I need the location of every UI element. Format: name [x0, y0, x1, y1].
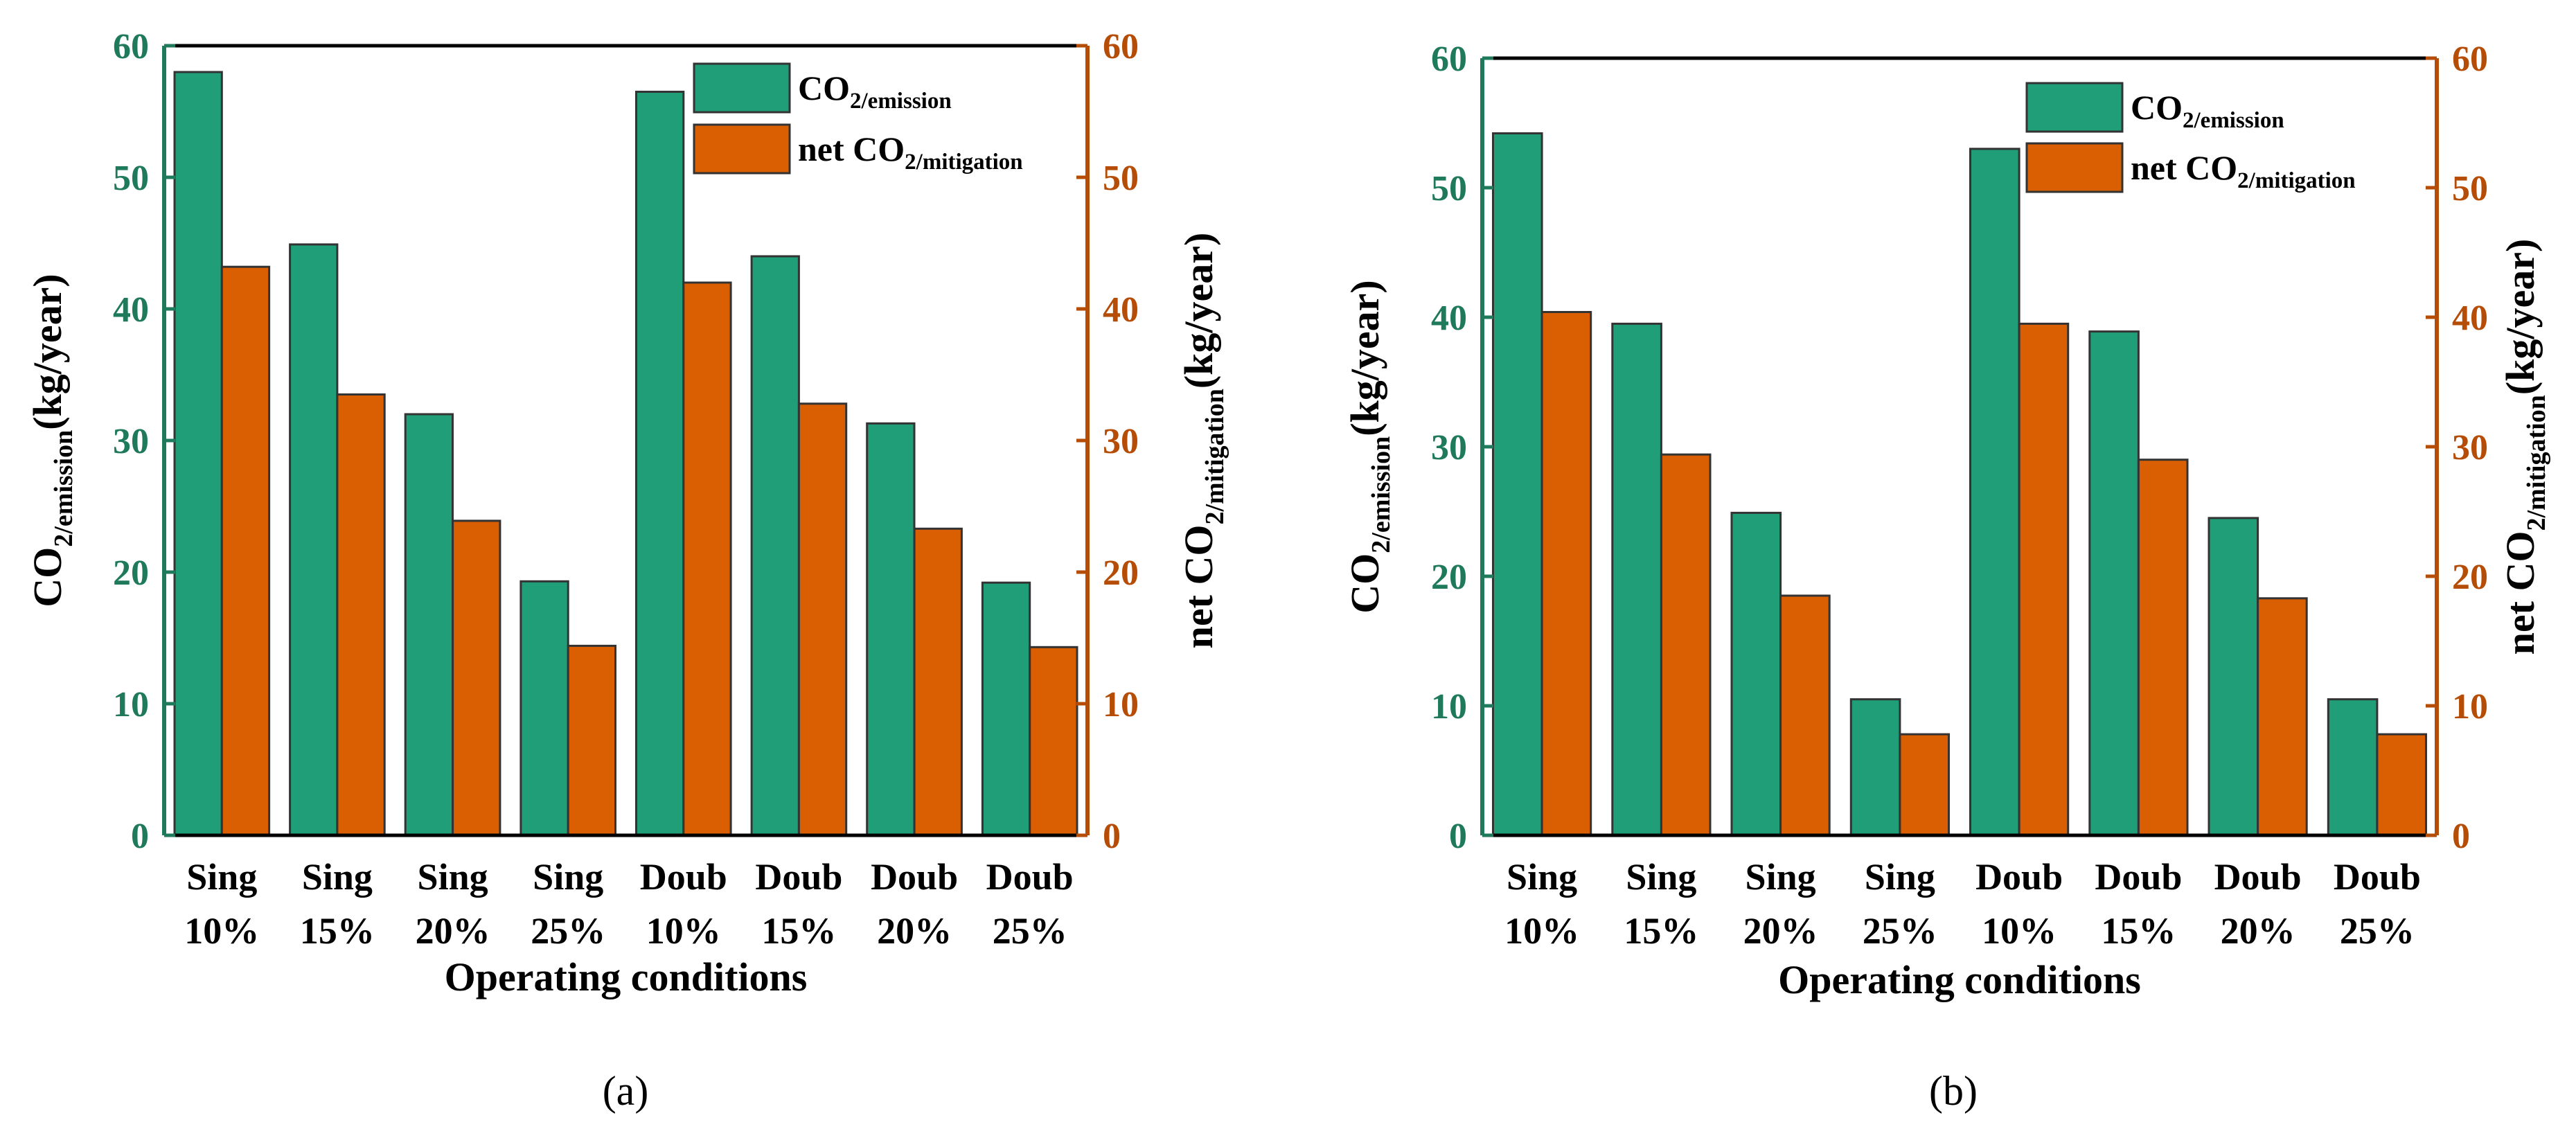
bar-mitigation-6	[797, 402, 848, 837]
bar-mitigation-1	[220, 265, 271, 837]
legend-label-emission: CO2/emission	[798, 69, 952, 114]
right-tick-label: 20	[1103, 553, 1139, 593]
bar-emission-7	[866, 422, 916, 837]
right-tick-label: 60	[2452, 39, 2488, 79]
left-axis-label: CO2/emission(kg/year)	[25, 274, 78, 607]
x-tick-label: Sing 25%	[1863, 856, 1937, 952]
bar-emission-8	[2327, 698, 2379, 837]
chart-panel-a: Sing 10% Sing 15% Sing 20% Sing 25% Doub 10% Doub 1…	[25, 27, 1229, 1114]
legend-swatch-emission	[2025, 82, 2124, 133]
x-tick-label: Sing 20%	[1743, 856, 1818, 952]
x-tick-label: Doub 15%	[2095, 856, 2182, 952]
bar-mitigation-2	[1660, 453, 1712, 837]
x-tick-label: Doub 15%	[755, 856, 842, 952]
bar-mitigation-4	[567, 644, 617, 837]
right-tick-label: 0	[2452, 817, 2470, 856]
bar-mitigation-8	[1029, 646, 1078, 837]
bar-mitigation-5	[2018, 322, 2070, 837]
bar-mitigation-3	[452, 519, 501, 837]
bar-mitigation-6	[2137, 459, 2189, 837]
right-axis-label: net CO2/mitigation(kg/year)	[1176, 233, 1229, 649]
bar-mitigation-1	[1540, 311, 1592, 837]
left-tick-label: 30	[113, 422, 149, 461]
x-tick-label: Doub 25%	[2334, 856, 2421, 952]
bar-emission-4	[1849, 698, 1901, 837]
x-tick-label: Doub 25%	[986, 856, 1074, 952]
bar-mitigation-7	[913, 527, 963, 837]
bar-mitigation-4	[1899, 733, 1950, 837]
bar-emission-2	[289, 243, 339, 837]
right-tick-label: 50	[1103, 159, 1139, 198]
x-tick-label: Sing 25%	[531, 856, 605, 952]
legend: CO2/emission net CO2/mitigation	[2025, 82, 2356, 193]
bar-mitigation-5	[682, 281, 732, 837]
right-tick-label: 30	[1103, 422, 1139, 461]
bar-emission-5	[1969, 148, 2020, 837]
x-tick-label: Doub 10%	[1975, 856, 2063, 952]
right-tick-label: 50	[2452, 169, 2488, 208]
legend-label-mitigation: net CO2/mitigation	[798, 130, 1023, 175]
bar-mitigation-2	[336, 393, 386, 837]
bar-emission-6	[2088, 330, 2140, 837]
chart-panel-b: Sing 10% Sing 15% Sing 20% Sing 25% Doub 10% Doub 1…	[1342, 39, 2551, 1114]
x-tick-label: Sing 20%	[416, 856, 490, 952]
bar-emission-2	[1611, 322, 1662, 837]
left-tick-label: 30	[1431, 428, 1467, 468]
right-tick-label: 20	[2452, 558, 2488, 597]
bar-mitigation-3	[1779, 594, 1831, 837]
panel-label: (a)	[603, 1068, 649, 1114]
legend: CO2/emission net CO2/mitigation	[693, 62, 1023, 175]
legend-label-emission: CO2/emission	[2131, 88, 2284, 133]
bar-emission-4	[519, 580, 569, 837]
left-tick-label: 50	[113, 159, 149, 198]
x-axis-label: Operating conditions	[445, 954, 808, 999]
x-tick-label: Sing 10%	[1504, 856, 1579, 952]
x-tick-label: Doub 10%	[640, 856, 727, 952]
bar-emission-5	[635, 91, 685, 837]
left-tick-label: 20	[1431, 558, 1467, 597]
right-tick-label: 0	[1103, 817, 1121, 856]
bar-emission-8	[981, 581, 1031, 837]
legend-label-mitigation: net CO2/mitigation	[2131, 148, 2356, 193]
left-tick-label: 0	[131, 817, 149, 856]
x-tick-label: Doub 20%	[871, 856, 958, 952]
x-axis-label: Operating conditions	[1778, 957, 2141, 1002]
bar-emission-7	[2208, 517, 2259, 837]
left-tick-label: 40	[113, 290, 149, 330]
legend-swatch-mitigation	[2025, 142, 2124, 193]
right-tick-label: 60	[1103, 27, 1139, 66]
bar-emission-1	[1492, 132, 1543, 837]
bar-emission-3	[404, 413, 454, 837]
x-tick-label: Sing 10%	[184, 856, 259, 952]
left-tick-label: 20	[113, 553, 149, 593]
bar-emission-1	[173, 71, 223, 837]
bar-emission-3	[1730, 511, 1782, 837]
legend-swatch-mitigation	[693, 123, 791, 175]
left-tick-label: 40	[1431, 299, 1467, 338]
left-tick-label: 10	[113, 685, 149, 724]
right-tick-label: 40	[2452, 299, 2488, 338]
x-tick-label: Sing 15%	[300, 856, 375, 952]
legend-swatch-emission	[693, 62, 791, 114]
panel-label: (b)	[1929, 1068, 1978, 1114]
right-tick-label: 30	[2452, 428, 2488, 468]
left-axis-label: CO2/emission(kg/year)	[1342, 280, 1396, 613]
bar-emission-6	[750, 255, 800, 837]
bar-mitigation-7	[2257, 597, 2308, 837]
left-tick-label: 60	[113, 27, 149, 66]
right-axis-label: net CO2/mitigation(kg/year)	[2498, 239, 2551, 655]
left-tick-label: 50	[1431, 169, 1467, 208]
left-tick-label: 10	[1431, 687, 1467, 727]
left-tick-label: 0	[1449, 817, 1467, 856]
x-tick-label: Doub 20%	[2214, 856, 2302, 952]
left-tick-label: 60	[1431, 39, 1467, 79]
right-tick-label: 40	[1103, 290, 1139, 330]
right-tick-label: 10	[1103, 685, 1139, 724]
x-tick-label: Sing 15%	[1624, 856, 1698, 952]
bar-mitigation-8	[2376, 733, 2427, 837]
right-tick-label: 10	[2452, 687, 2488, 727]
